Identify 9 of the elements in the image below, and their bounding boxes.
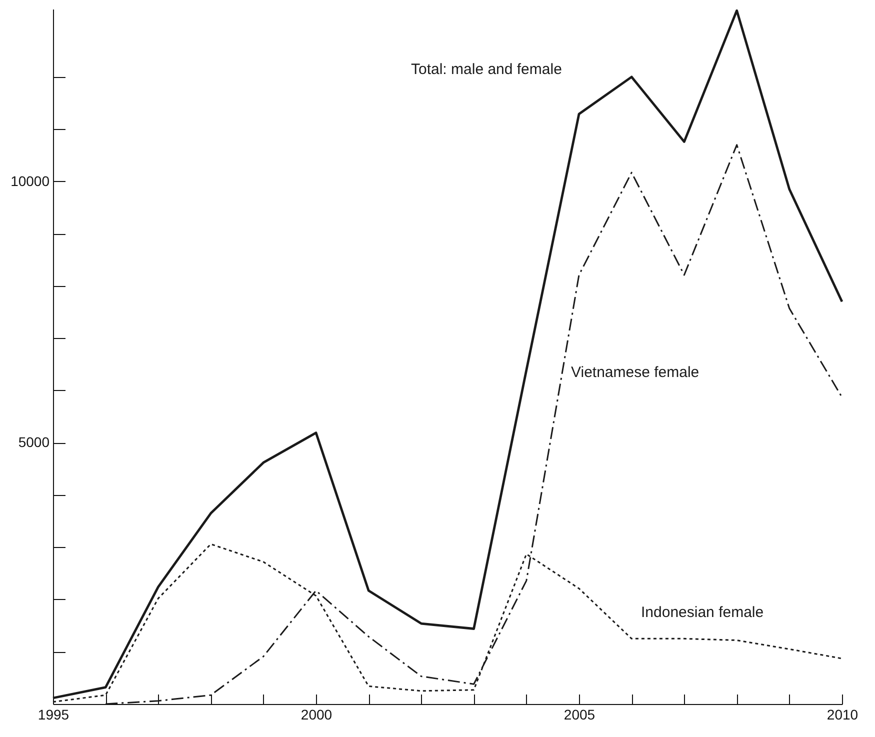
series-label: Indonesian female (641, 604, 764, 621)
series-label: Vietnamese female (571, 364, 700, 381)
x-tick-label: 2010 (826, 706, 858, 722)
x-tick-label: 2005 (564, 706, 596, 722)
x-tick-label: 1995 (38, 706, 70, 722)
x-tick-label: 2000 (300, 706, 332, 722)
y-tick-label: 5000 (18, 434, 50, 450)
y-tick-label: 10000 (10, 172, 50, 189)
text: Total: male and female (411, 61, 562, 78)
